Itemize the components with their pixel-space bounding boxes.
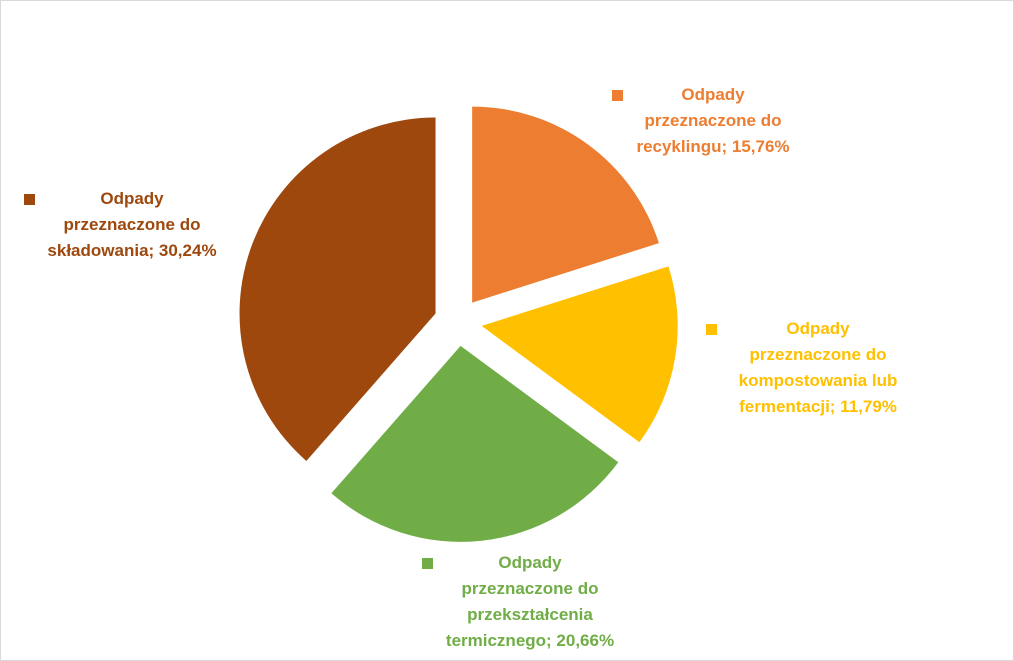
data-label-thermal-text: Odpady przeznaczone do przekształcenia t… <box>445 553 615 650</box>
legend-key-landfill <box>24 194 35 205</box>
legend-key-composting <box>706 324 717 335</box>
pie-slice-thermal <box>331 345 619 542</box>
data-label-composting-text: Odpady przeznaczone do kompostowania lub… <box>738 319 898 416</box>
data-label-thermal: Odpady przeznaczone do przekształcenia t… <box>420 550 640 654</box>
data-label-landfill-text: Odpady przeznaczone do składowania; 30,2… <box>47 189 217 260</box>
pie-slice-landfill <box>239 117 436 461</box>
legend-key-recycling <box>612 90 623 101</box>
legend-key-thermal <box>422 558 433 569</box>
pie-slice-recycling <box>472 106 659 303</box>
data-label-recycling: Odpady przeznaczone do recyklingu; 15,76… <box>608 82 818 160</box>
data-label-composting: Odpady przeznaczone do kompostowania lub… <box>706 316 930 420</box>
data-label-recycling-text: Odpady przeznaczone do recyklingu; 15,76… <box>636 85 790 156</box>
pie-slice-composting <box>481 266 678 443</box>
data-label-landfill: Odpady przeznaczone do składowania; 30,2… <box>22 186 242 264</box>
